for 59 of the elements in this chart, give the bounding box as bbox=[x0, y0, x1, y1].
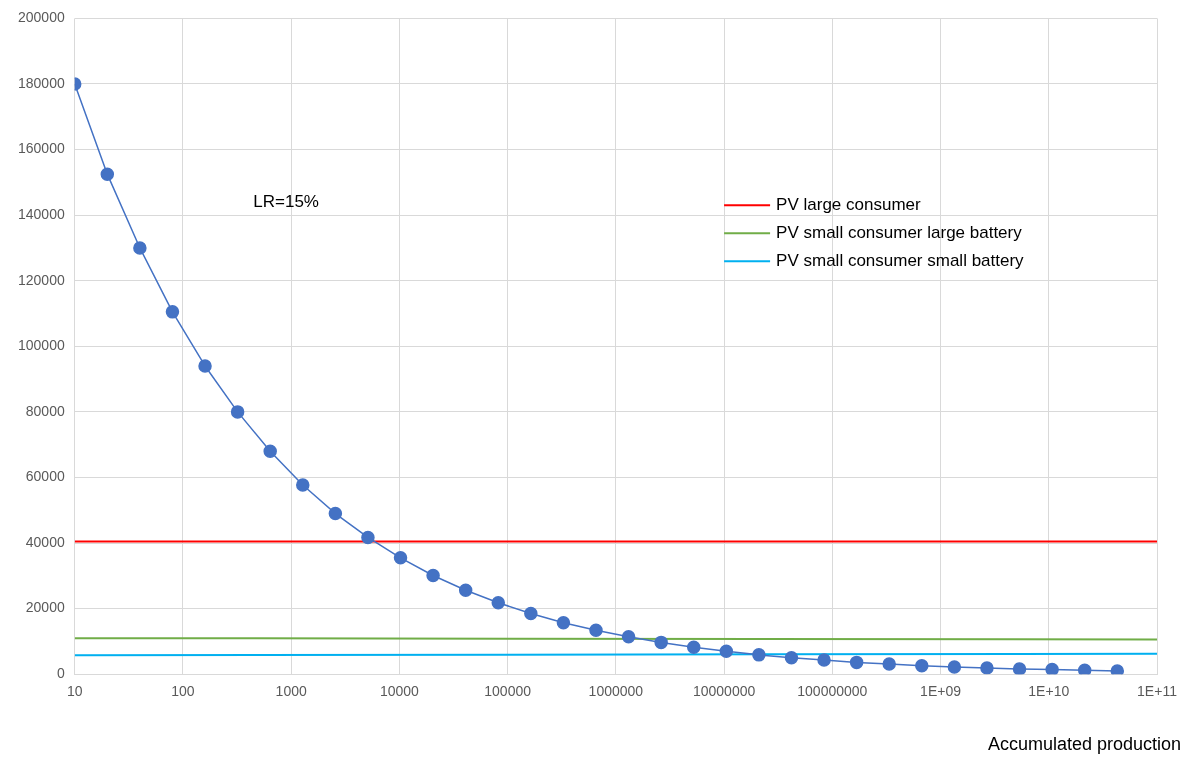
point bbox=[654, 635, 668, 650]
point bbox=[1077, 663, 1092, 675]
x-tick-label: 10000000 bbox=[692, 683, 756, 700]
point bbox=[980, 661, 994, 675]
point bbox=[1012, 662, 1027, 675]
point bbox=[849, 655, 864, 670]
point bbox=[296, 478, 310, 492]
legend-label: PV small consumer small battery bbox=[776, 250, 1025, 270]
y-tick-label: 160000 bbox=[18, 140, 65, 157]
point bbox=[524, 606, 538, 621]
y-tick-label: 80000 bbox=[25, 402, 65, 419]
y-tick-label: 140000 bbox=[18, 206, 65, 222]
x-tick-label: 1E+09 bbox=[920, 683, 962, 700]
x-tick-label: 100000000 bbox=[797, 683, 868, 700]
point bbox=[458, 583, 473, 598]
point bbox=[328, 506, 343, 521]
point bbox=[263, 444, 277, 458]
y-tick-label: 200000 bbox=[18, 9, 65, 26]
point bbox=[1045, 662, 1059, 675]
point bbox=[752, 648, 766, 662]
legend-label: PV large consumer bbox=[776, 194, 921, 214]
legend-label: PV small consumer large battery bbox=[776, 222, 1023, 242]
y-tick-label: 40000 bbox=[25, 533, 65, 550]
x-tick-label: 10 bbox=[66, 683, 83, 700]
x-tick-label: 100000 bbox=[484, 683, 532, 700]
point bbox=[100, 167, 115, 181]
point bbox=[230, 405, 245, 419]
y-tick-label: 180000 bbox=[18, 74, 65, 91]
point bbox=[133, 241, 147, 255]
point bbox=[686, 640, 701, 655]
x-tick-label: 1E+11 bbox=[1137, 683, 1178, 700]
annotation: LR=15% bbox=[253, 191, 319, 211]
y-tick-label: 60000 bbox=[25, 468, 65, 485]
y-tick-label: 120000 bbox=[18, 271, 65, 288]
point bbox=[556, 615, 571, 630]
y-tick-label: 100000 bbox=[18, 337, 65, 354]
point bbox=[719, 644, 734, 658]
point bbox=[784, 651, 799, 665]
point bbox=[915, 658, 929, 673]
point bbox=[621, 630, 636, 644]
point bbox=[882, 657, 896, 671]
x-tick-label: 1E+10 bbox=[1028, 683, 1070, 700]
point bbox=[393, 551, 408, 565]
y-tick-label: 20000 bbox=[25, 599, 65, 616]
point bbox=[198, 359, 212, 373]
point bbox=[491, 595, 506, 610]
point bbox=[589, 623, 603, 638]
point bbox=[947, 660, 962, 674]
x-tick-label: 10000 bbox=[379, 683, 420, 700]
point bbox=[1110, 664, 1125, 675]
x-tick-label: 1000000 bbox=[588, 683, 644, 700]
x-axis-title: Accumulated production bbox=[987, 733, 1181, 754]
y-tick-label: 0 bbox=[56, 665, 65, 682]
x-tick-label: 100 bbox=[171, 683, 195, 700]
point bbox=[426, 568, 440, 583]
point bbox=[165, 305, 180, 319]
point bbox=[817, 653, 831, 667]
point bbox=[361, 530, 375, 545]
x-tick-label: 1000 bbox=[275, 683, 307, 700]
